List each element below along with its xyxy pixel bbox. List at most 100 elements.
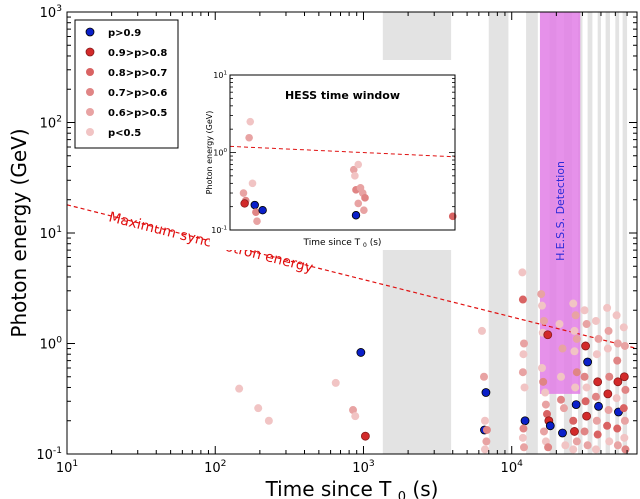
data-point [482, 425, 491, 434]
y-tick-label: 100 [40, 336, 63, 353]
inset-data-point [354, 160, 363, 169]
data-point [558, 428, 567, 438]
hess-detection-label: H.E.S.S. Detection [554, 161, 567, 261]
inset-data-point [248, 179, 257, 188]
data-point [613, 356, 622, 365]
inset-data-point [240, 199, 249, 208]
legend-marker [86, 88, 94, 96]
legend-label: 0.6>p>0.5 [108, 108, 167, 119]
data-point [520, 383, 529, 392]
inset-data-point [258, 206, 267, 215]
shaded-window [488, 12, 509, 454]
data-point [518, 368, 527, 377]
data-point [235, 384, 244, 393]
legend-marker [85, 47, 95, 57]
data-point [264, 416, 273, 425]
data-point [620, 341, 629, 350]
legend-marker [86, 108, 94, 116]
data-point [541, 400, 550, 409]
data-point [612, 394, 621, 403]
inset-data-point [250, 200, 259, 210]
data-point [558, 344, 567, 353]
data-point [254, 404, 263, 413]
data-point [571, 311, 580, 320]
inset-data-point [239, 189, 248, 197]
data-point [518, 268, 527, 277]
shaded-window [587, 12, 593, 454]
inset-data-point [246, 117, 255, 126]
legend-label: p<0.5 [108, 128, 141, 139]
data-point [544, 443, 553, 452]
inset-data-point [351, 172, 359, 180]
data-point [539, 377, 548, 386]
data-point [582, 383, 591, 392]
y-tick-label: 101 [40, 225, 62, 242]
y-tick-label: 103 [40, 4, 63, 21]
data-point [349, 406, 358, 415]
inset-y-tick-label: 100 [213, 148, 227, 158]
data-point [580, 306, 589, 315]
data-point [480, 445, 489, 454]
legend-marker [86, 68, 94, 76]
data-point [360, 431, 370, 441]
data-point [569, 299, 578, 308]
x-tick-label: 103 [352, 459, 375, 476]
data-point [480, 416, 489, 425]
data-point [557, 372, 566, 381]
inset-max-sync-line [229, 145, 456, 158]
data-point [604, 326, 613, 335]
inset-data-point [361, 194, 369, 202]
inset-data-point [252, 208, 260, 216]
data-point [571, 383, 580, 392]
inset-chart: 10-1 100 101 HESS time window Time since T 0… [205, 60, 460, 250]
data-point [582, 411, 592, 421]
inset-data-point [351, 211, 361, 220]
data-point [481, 388, 491, 397]
data-point [603, 344, 612, 353]
data-point [543, 410, 552, 419]
data-point [331, 378, 340, 387]
inset-data-point [245, 133, 253, 142]
data-point [541, 388, 550, 397]
y-tick-label: 102 [40, 115, 62, 132]
data-point [583, 441, 592, 450]
legend-marker [86, 128, 94, 136]
inset-background [210, 60, 460, 250]
data-point [539, 316, 548, 325]
legend: p>0.9 0.9>p>0.8 0.8>p>0.7 0.7>p>0.6 0.6>p>0.… [74, 19, 179, 149]
legend-box [74, 19, 179, 149]
inset-data-point [354, 199, 363, 208]
data-point [620, 433, 629, 442]
data-point [543, 330, 553, 340]
data-point [569, 416, 578, 425]
shaded-window [605, 12, 610, 454]
data-point [603, 421, 612, 430]
data-point [519, 424, 528, 433]
data-point [519, 339, 528, 348]
y-tick-label: 10-1 [36, 446, 62, 463]
inset-y-tick-label: 101 [213, 70, 227, 80]
data-point [518, 433, 527, 442]
data-point [561, 441, 570, 450]
data-point [605, 372, 614, 381]
data-point [356, 348, 366, 357]
data-point [613, 377, 623, 387]
shaded-window [526, 12, 538, 454]
legend-label: 0.8>p>0.7 [108, 68, 167, 79]
data-point [571, 400, 581, 409]
data-point [581, 341, 590, 351]
data-point [591, 316, 600, 325]
inset-data-point [253, 217, 261, 225]
x-tick-label: 104 [501, 459, 524, 476]
data-point [619, 323, 628, 332]
data-point [351, 412, 360, 421]
data-point [580, 372, 589, 381]
data-point [621, 445, 630, 454]
data-point [613, 424, 622, 433]
data-point [603, 303, 612, 312]
data-point [537, 290, 546, 299]
data-point [583, 357, 593, 367]
data-point [559, 404, 568, 413]
